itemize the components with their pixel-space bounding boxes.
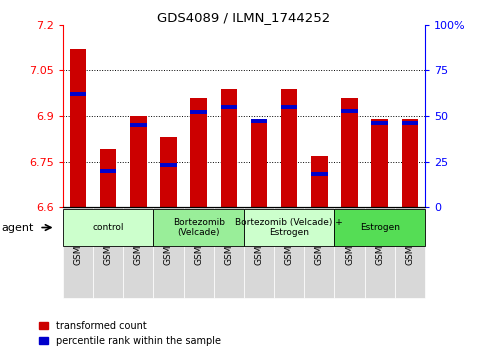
Bar <box>371 119 388 207</box>
Text: Estrogen: Estrogen <box>360 223 400 232</box>
Bar <box>100 149 116 207</box>
Text: Bortezomib
(Velcade): Bortezomib (Velcade) <box>172 218 225 237</box>
FancyBboxPatch shape <box>304 207 334 298</box>
Bar <box>160 163 177 167</box>
Legend: transformed count, percentile rank within the sample: transformed count, percentile rank withi… <box>39 321 221 346</box>
Bar <box>100 169 116 173</box>
Bar <box>244 209 334 246</box>
FancyBboxPatch shape <box>93 207 123 298</box>
Bar <box>334 209 425 246</box>
FancyBboxPatch shape <box>334 207 365 298</box>
Bar <box>160 137 177 207</box>
Bar <box>63 209 154 246</box>
Bar <box>251 121 267 207</box>
FancyBboxPatch shape <box>274 207 304 298</box>
Bar <box>402 119 418 207</box>
Bar <box>251 120 267 124</box>
Title: GDS4089 / ILMN_1744252: GDS4089 / ILMN_1744252 <box>157 11 330 24</box>
Bar <box>130 123 146 127</box>
Bar <box>311 172 327 176</box>
FancyBboxPatch shape <box>244 207 274 298</box>
Bar <box>402 121 418 125</box>
Text: control: control <box>92 223 124 232</box>
Bar <box>281 105 298 109</box>
Bar <box>371 121 388 125</box>
Bar <box>281 88 298 207</box>
Bar <box>70 92 86 96</box>
FancyBboxPatch shape <box>63 207 93 298</box>
Text: agent: agent <box>1 223 34 233</box>
Bar <box>190 98 207 207</box>
Bar <box>341 109 358 113</box>
Bar <box>221 88 237 207</box>
FancyBboxPatch shape <box>154 207 184 298</box>
Bar <box>221 105 237 109</box>
FancyBboxPatch shape <box>395 207 425 298</box>
FancyBboxPatch shape <box>365 207 395 298</box>
FancyBboxPatch shape <box>213 207 244 298</box>
Bar <box>341 98 358 207</box>
Bar <box>70 49 86 207</box>
FancyBboxPatch shape <box>123 207 154 298</box>
FancyBboxPatch shape <box>184 207 213 298</box>
Bar <box>154 209 244 246</box>
Bar <box>190 110 207 114</box>
Text: Bortezomib (Velcade) +
Estrogen: Bortezomib (Velcade) + Estrogen <box>235 218 343 237</box>
Bar <box>130 116 146 207</box>
Bar <box>311 155 327 207</box>
